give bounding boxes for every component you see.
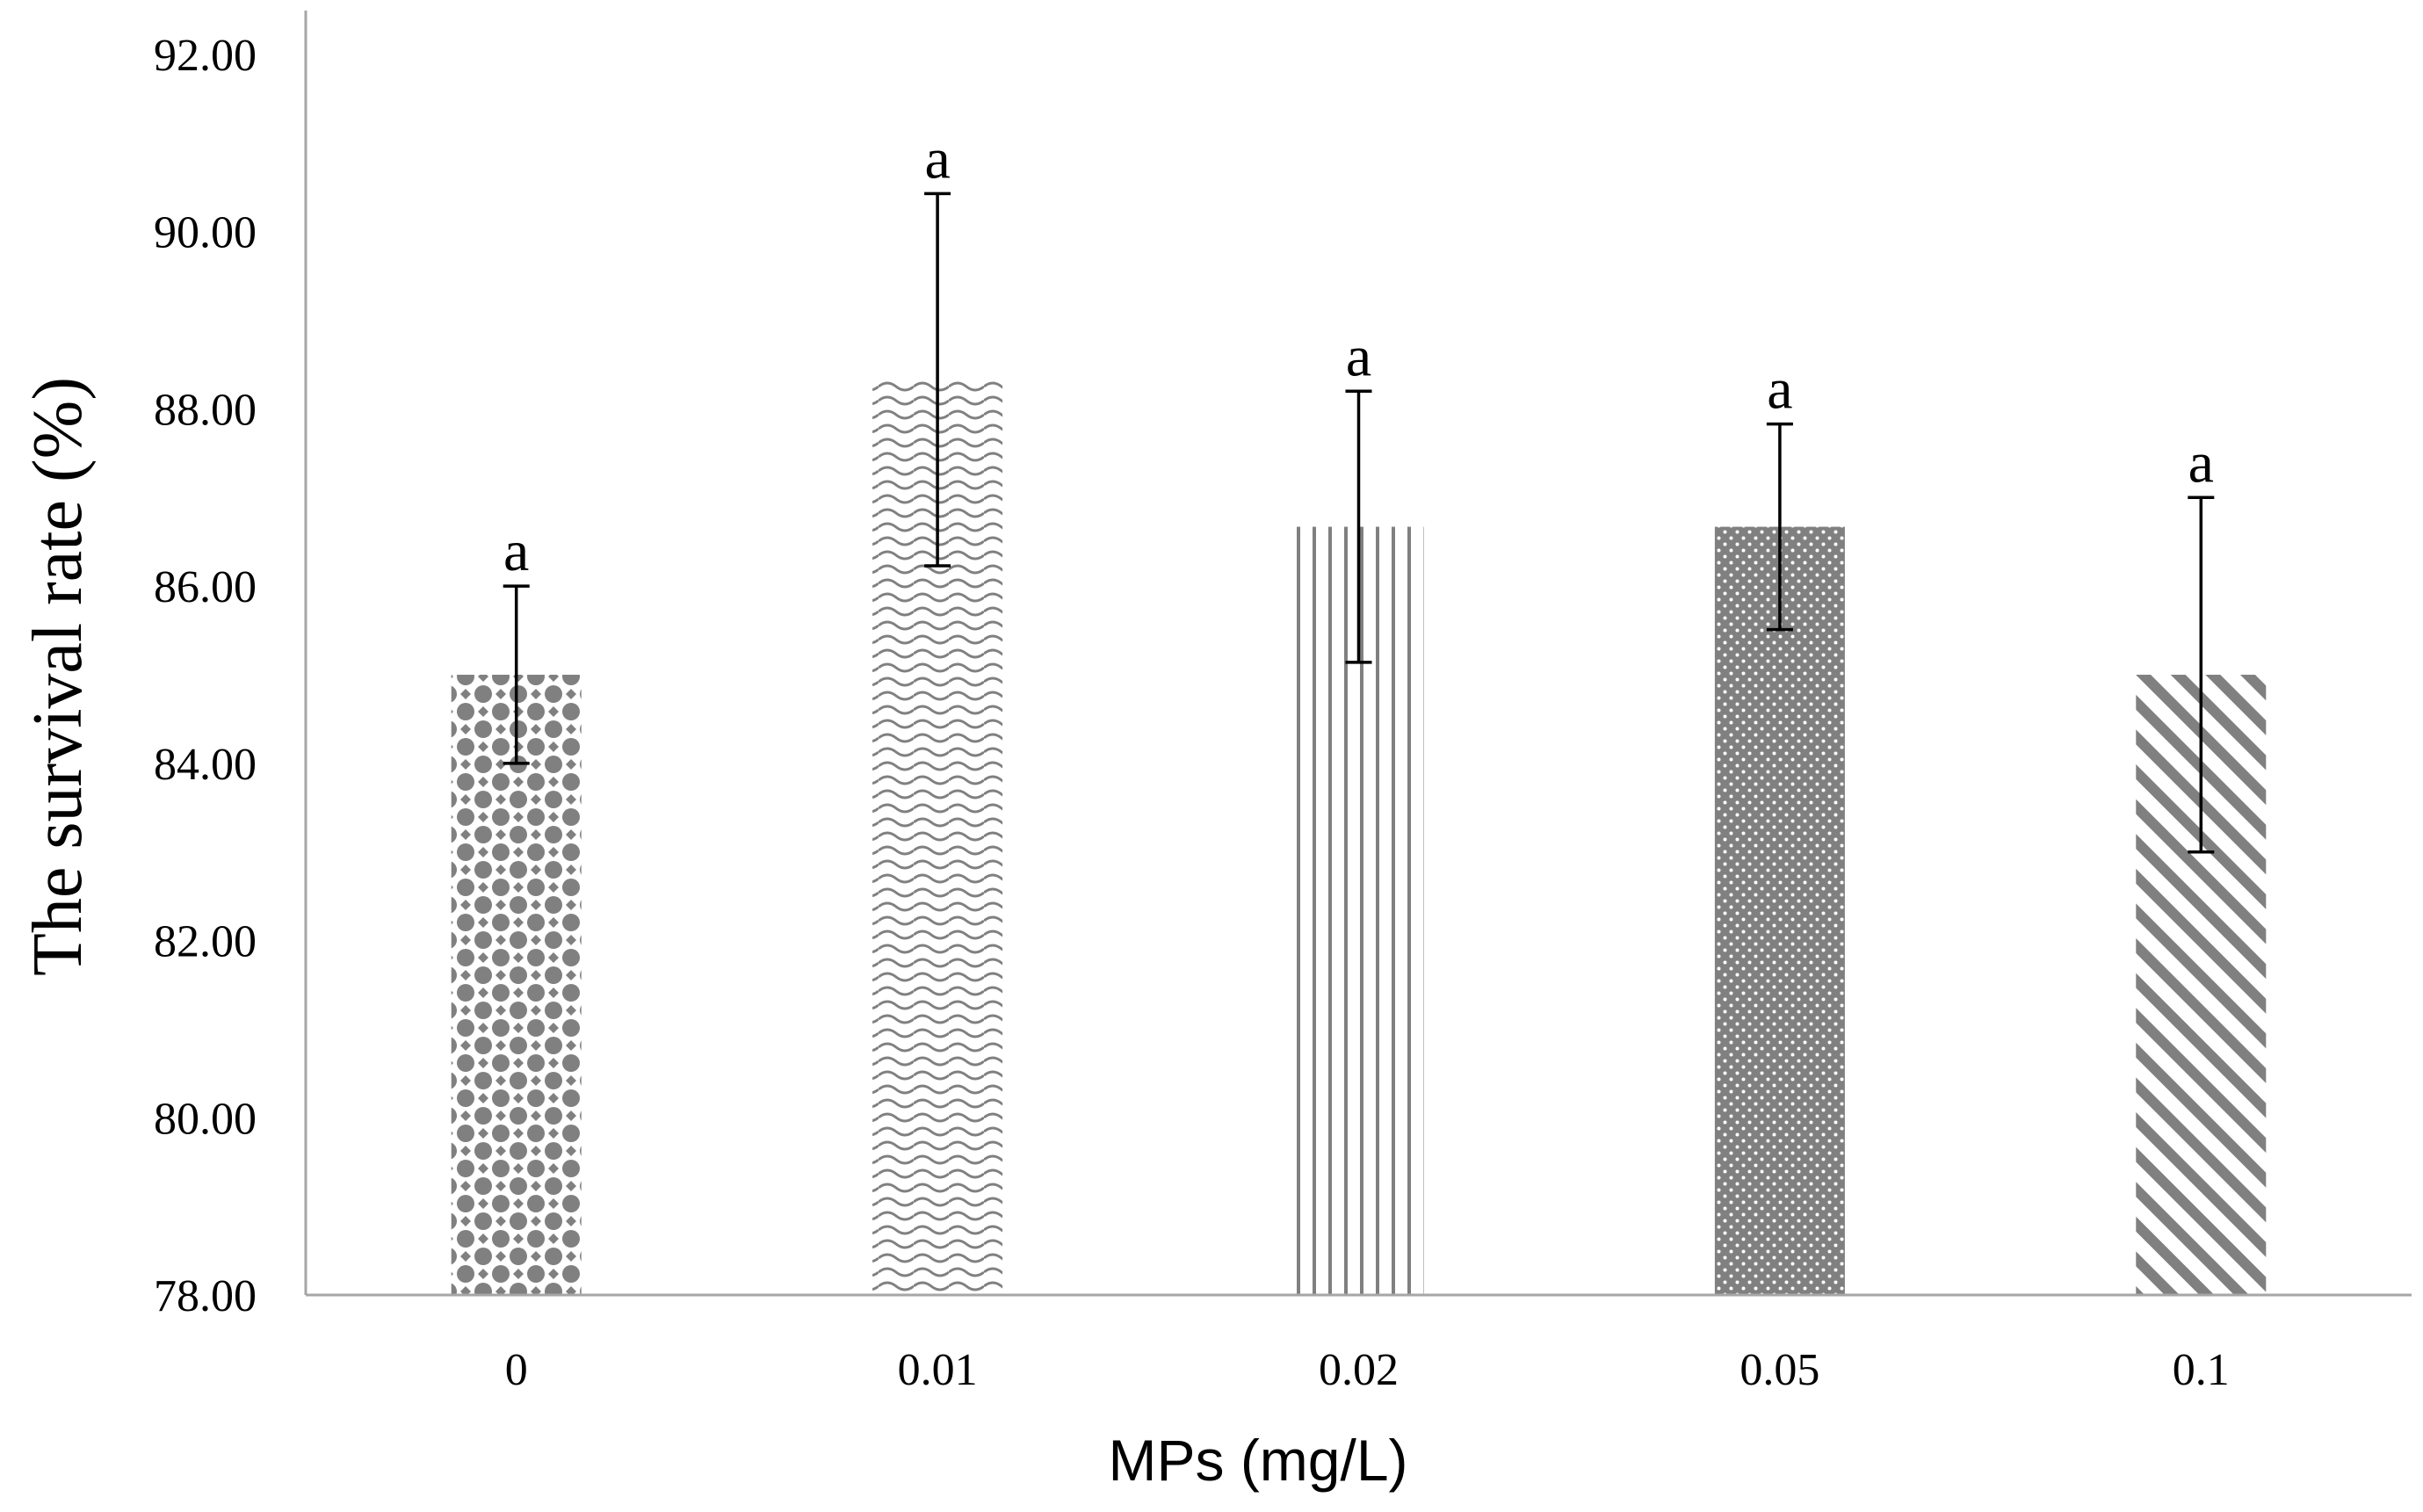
x-tick-label: 0.1	[2173, 1345, 2230, 1395]
x-tick-label: 0.01	[898, 1345, 978, 1395]
significance-label-0: a	[503, 519, 529, 583]
significance-label-0.05: a	[1767, 358, 1792, 422]
error-bars	[503, 192, 2215, 854]
x-tick-labels: 0 0.01 0.02 0.05 0.1	[505, 1345, 2230, 1395]
y-tick-label: 90.00	[154, 208, 257, 258]
y-tick-label: 92.00	[154, 31, 257, 81]
bar-0.05	[1714, 526, 1845, 1295]
significance-label-0.02: a	[1346, 324, 1371, 388]
y-tick-label: 82.00	[154, 917, 257, 967]
bar-0	[451, 675, 582, 1295]
error-bar-0.1	[2188, 496, 2215, 854]
error-bar-0.05	[1766, 422, 1793, 632]
error-bar-0	[503, 584, 530, 765]
error-bar-0.01	[924, 192, 951, 568]
y-tick-label: 80.00	[154, 1094, 257, 1144]
y-tick-label: 78.00	[154, 1271, 257, 1321]
x-tick-label: 0	[505, 1345, 528, 1395]
significance-labels: a a a a a	[503, 127, 2214, 583]
x-axis-title: MPs (mg/L)	[1108, 1428, 1407, 1493]
error-bar-0.02	[1345, 389, 1372, 664]
significance-label-0.1: a	[2188, 430, 2214, 495]
x-tick-label: 0.05	[1739, 1345, 1819, 1395]
bars	[451, 380, 2267, 1295]
y-tick-label: 84.00	[154, 740, 257, 790]
y-tick-labels: 92.00 90.00 88.00 86.00 84.00 82.00 80.00 78.00	[154, 31, 257, 1321]
x-tick-label: 0.02	[1319, 1345, 1399, 1395]
y-axis-title: The survival rate (%)	[19, 377, 97, 976]
y-tick-label: 86.00	[154, 562, 257, 612]
y-tick-label: 88.00	[154, 385, 257, 435]
significance-label-0.01: a	[924, 127, 950, 191]
